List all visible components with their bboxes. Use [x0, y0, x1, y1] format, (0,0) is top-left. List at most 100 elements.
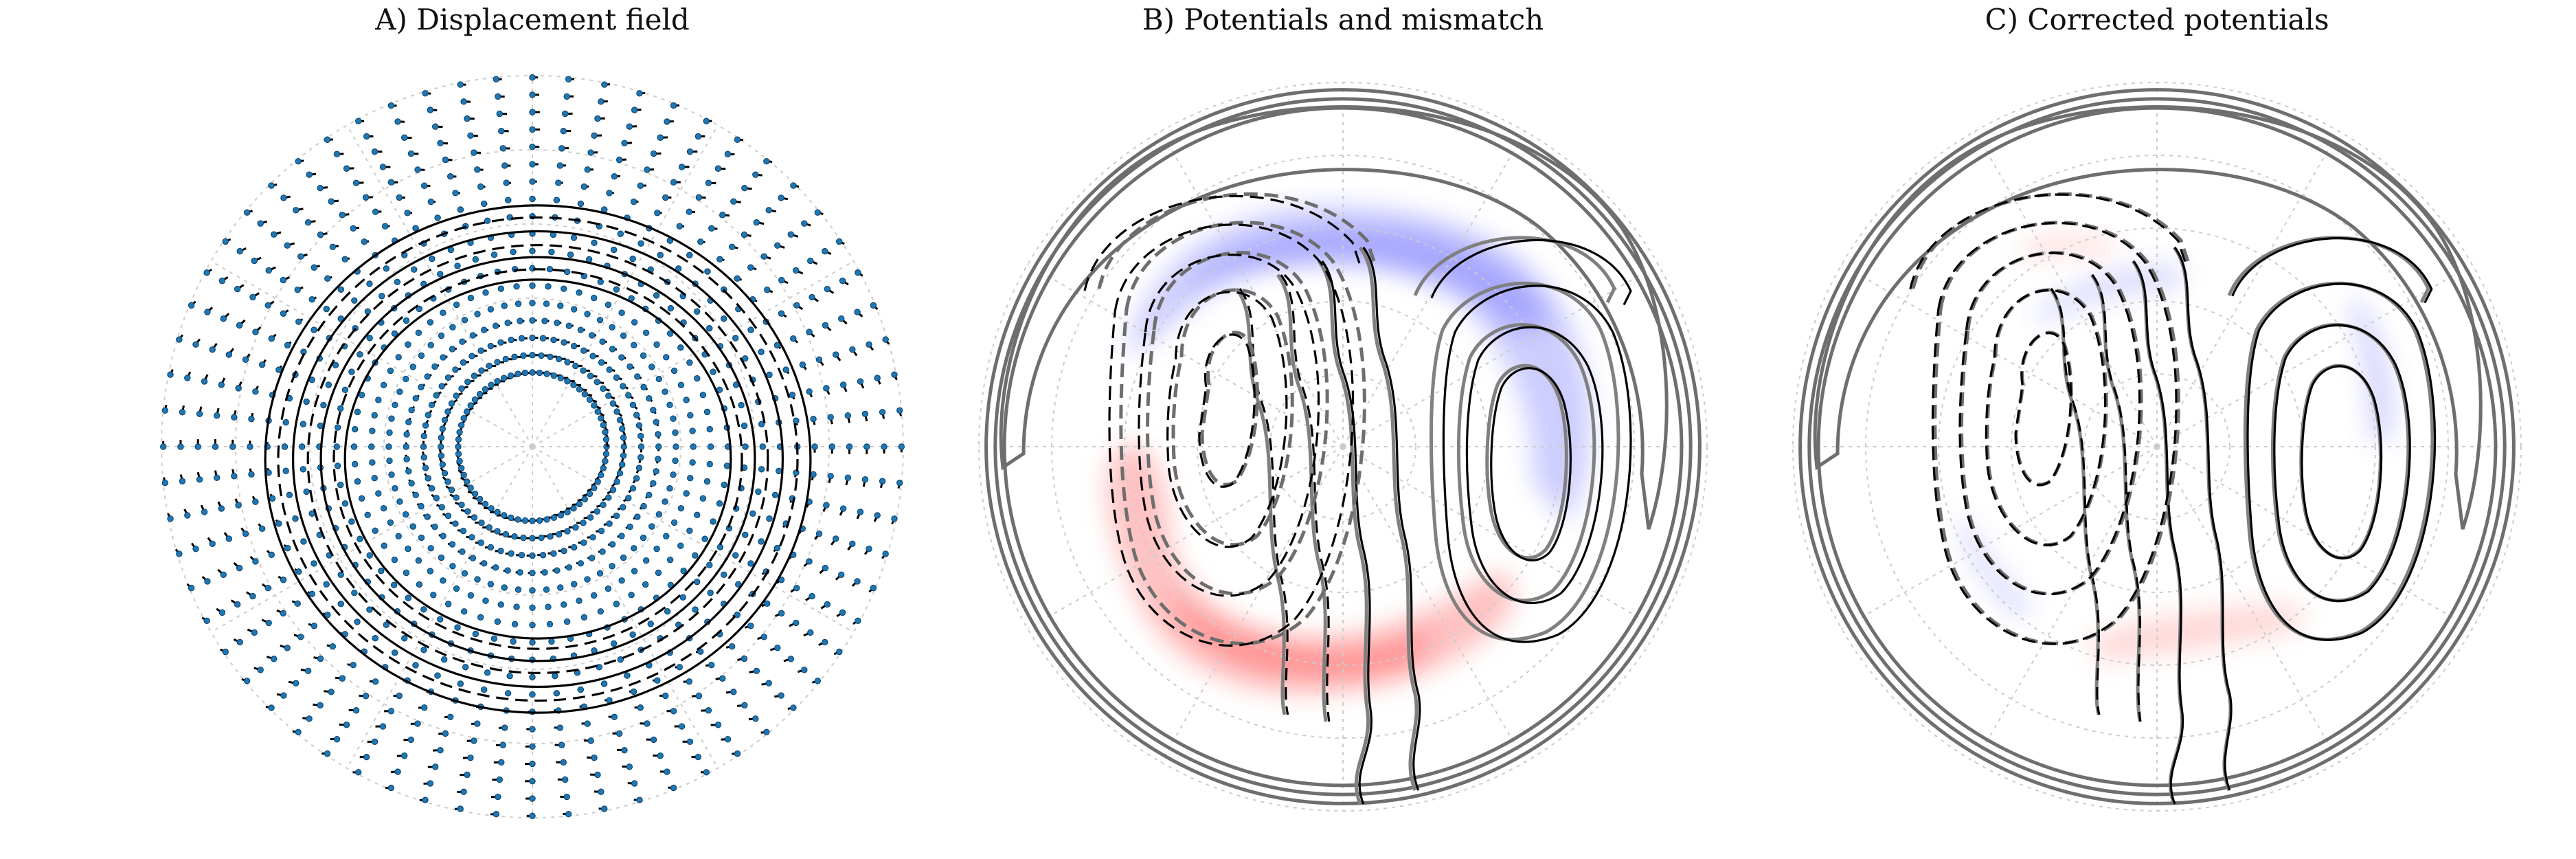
vector-marker: [787, 656, 794, 662]
vector-marker: [501, 302, 508, 309]
vector-marker: [609, 563, 615, 570]
vector-marker: [606, 520, 613, 527]
vector-marker: [686, 208, 693, 215]
vector-marker: [646, 394, 653, 402]
vector-marker: [555, 355, 563, 363]
panel-c-title: C) Corrected potentials: [1985, 3, 2329, 36]
vector-marker: [269, 495, 276, 502]
vector-marker: [793, 267, 800, 274]
vector-marker: [510, 248, 517, 256]
vector-marker: [218, 505, 225, 512]
vector-marker: [588, 332, 596, 339]
vector-marker: [395, 354, 402, 361]
panel-a-vectors: [160, 74, 905, 820]
vector-marker: [467, 592, 475, 599]
vector-marker: [716, 500, 723, 507]
vector-marker: [444, 512, 452, 520]
vector-marker: [602, 429, 609, 436]
vector-marker: [388, 471, 395, 478]
vector-marker: [494, 378, 501, 385]
model-contour-positive: [2227, 236, 2430, 304]
vector-marker: [778, 310, 785, 317]
vector-marker: [584, 311, 591, 317]
vector-marker: [444, 601, 452, 607]
vector-marker: [292, 515, 299, 522]
vector-marker: [565, 564, 573, 571]
grid-spoke: [1841, 446, 2158, 629]
vector-marker: [550, 550, 557, 557]
vector-marker: [484, 669, 491, 676]
vector-marker: [529, 109, 536, 115]
vector-marker: [422, 422, 429, 429]
vector-marker: [439, 461, 447, 468]
vector-marker: [391, 330, 398, 337]
measured-contour-positive: [2301, 365, 2383, 559]
vector-marker: [486, 524, 493, 531]
vector-marker: [664, 118, 670, 125]
vector-marker: [694, 375, 701, 382]
vector-marker: [584, 166, 591, 173]
vector-marker: [460, 608, 468, 615]
vector-marker: [594, 478, 601, 485]
outer-contour: [993, 97, 1693, 796]
vector-marker: [329, 243, 337, 251]
vector-marker: [339, 675, 346, 682]
vector-marker: [403, 317, 410, 324]
vector-marker: [563, 93, 570, 100]
vector-marker: [620, 443, 627, 450]
vector-marker: [252, 498, 259, 505]
model-contour-positive: [1456, 323, 1596, 603]
vector-marker: [474, 576, 481, 583]
vector-marker: [268, 551, 275, 558]
vector-marker: [529, 795, 536, 802]
vector-marker: [518, 335, 526, 342]
vector-marker: [866, 341, 872, 348]
vector-marker: [434, 672, 441, 679]
vector-marker: [620, 383, 626, 390]
model-contour-negative: [1960, 251, 2143, 596]
vector-marker: [418, 534, 425, 542]
vector-marker: [896, 479, 903, 487]
vector-marker: [771, 491, 779, 499]
vector-marker: [467, 484, 474, 491]
vector-marker: [557, 302, 564, 309]
vector-marker: [699, 391, 707, 399]
vector-marker: [520, 352, 527, 359]
vector-marker: [857, 509, 864, 515]
vector-marker: [548, 638, 555, 645]
vector-marker: [431, 523, 438, 531]
vector-marker: [504, 690, 512, 697]
vector-marker: [706, 325, 713, 332]
vector-marker: [810, 416, 817, 423]
vector-marker: [597, 278, 605, 285]
vector-marker: [304, 667, 312, 675]
vector-marker: [387, 784, 395, 792]
grid-spoke: [1342, 131, 1526, 447]
vector-marker: [814, 678, 822, 684]
vector-marker: [460, 527, 467, 535]
vector-marker: [606, 190, 613, 197]
vector-marker: [430, 592, 437, 599]
vector-marker: [431, 123, 439, 130]
vector-marker: [476, 495, 484, 503]
vector-marker: [621, 746, 628, 754]
vector-marker: [701, 535, 708, 542]
vector-marker: [386, 457, 393, 465]
vector-marker: [196, 476, 203, 483]
measured-contour-negative: [1138, 254, 1320, 597]
measured-contour-negative: [1985, 289, 2107, 546]
vector-marker: [271, 231, 278, 238]
vector-marker: [758, 348, 765, 355]
vector-marker: [809, 293, 815, 301]
vector-marker: [438, 554, 445, 561]
vector-marker: [444, 374, 452, 381]
measured-contour-positive: [2273, 324, 2411, 603]
vector-marker: [306, 171, 313, 178]
vector-marker: [494, 359, 501, 366]
vector-marker: [686, 359, 693, 366]
grid-spoke: [346, 446, 533, 769]
vector-marker: [570, 234, 578, 241]
vector-marker: [609, 324, 615, 331]
vector-marker: [220, 571, 227, 578]
vector-marker: [467, 132, 474, 140]
